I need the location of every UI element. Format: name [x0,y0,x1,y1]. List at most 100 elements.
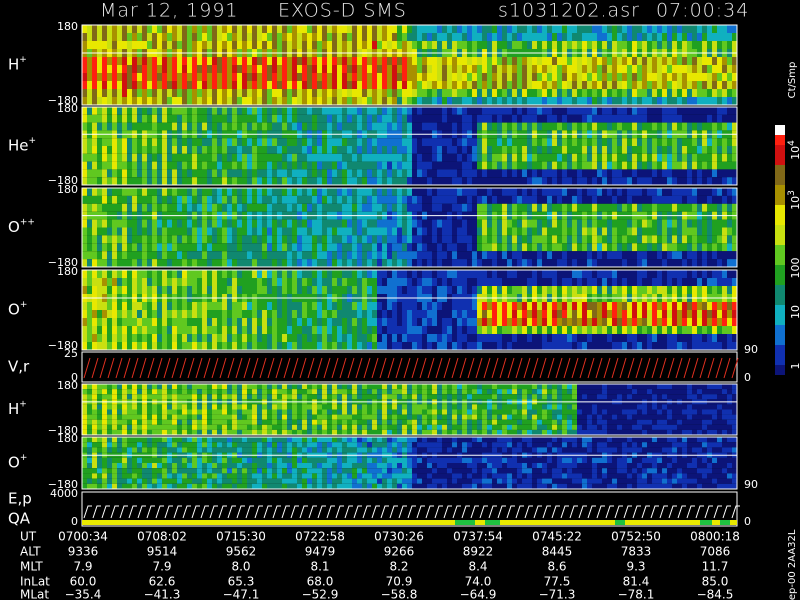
spectrogram-cell [227,251,232,260]
spectrogram-cell [92,177,97,185]
spectrogram-cell [667,138,672,146]
spectrogram-cell [412,188,417,196]
spectrogram-cell [282,188,287,196]
spectrogram-cell [232,286,237,294]
spectrogram-cell [592,97,597,105]
spectrogram-cell [427,302,432,310]
spectrogram-cell [472,219,477,228]
spectrogram-cell [137,243,142,252]
spectrogram-cell [122,318,127,326]
spectrogram-cell [312,107,317,115]
spectrogram-cell [592,161,597,170]
spectrogram-cell [427,177,432,185]
spectrogram-cell [677,219,682,228]
spectrogram-cell [267,146,272,154]
spectrogram-cell [327,122,332,131]
spectrogram-cell [152,259,157,267]
spectrogram-cell [577,259,582,267]
spectrogram-cell [632,65,637,73]
spectrogram-cell [442,302,447,310]
spectrogram-cell [682,161,687,170]
spectrogram-cell [382,73,387,81]
spectrogram-cell [352,342,357,350]
spectrogram-cell [417,243,422,252]
spectrogram-cell [312,302,317,310]
spectrogram-cell [567,286,572,294]
spectrogram-cell [387,107,392,115]
spectrogram-cell [667,107,672,115]
spectrogram-cell [552,251,557,260]
spectrogram-cell [102,57,107,65]
spectrogram-cell [82,219,87,228]
spectrogram-cell [377,177,382,185]
spectrogram-cell [357,203,362,212]
spectrogram-cell [132,153,137,162]
spectrogram-cell [647,33,652,41]
spectrogram-cell [87,235,92,244]
spectrogram-cell [182,107,187,115]
spectrogram-cell [462,65,467,73]
spectrogram-cell [397,89,402,97]
spectrogram-cell [452,219,457,228]
spectrogram-cell [237,122,242,131]
spectrogram-cell [332,326,337,334]
spectrogram-cell [367,219,372,228]
spectrogram-cell [722,65,727,73]
spectrogram-cell [702,235,707,244]
spectrogram-cell [332,177,337,185]
spectrogram-cell [677,73,682,81]
spectrogram-cell [697,25,702,33]
spectrogram-cell [527,65,532,73]
spectrogram-cell [312,334,317,342]
spectrogram-cell [542,318,547,326]
spectrogram-cell [267,25,272,33]
spectrogram-cell [192,334,197,342]
spectrogram-cell [137,41,142,49]
spectrogram-cell [682,122,687,131]
spectrogram-cell [252,153,257,162]
spectrogram-cell [307,195,312,204]
spectrogram-cell [282,243,287,252]
spectrogram-cell [492,73,497,81]
spectrogram-cell [672,122,677,131]
spectrogram-cell [157,278,162,286]
spectrogram-cell [397,57,402,65]
spectrogram-cell [617,203,622,212]
spectrogram-cell [362,270,367,278]
spectrogram-cell [172,122,177,131]
spectrogram-cell [352,219,357,228]
spectrogram-cell [587,33,592,41]
spectrogram-cell [587,286,592,294]
spectrogram-cell [717,25,722,33]
spectrogram-cell [212,65,217,73]
spectrogram-cell [342,114,347,123]
spectrogram-cell [487,302,492,310]
spectrogram-cell [217,169,222,178]
spectrogram-cell [572,161,577,170]
spectrogram-cell [592,41,597,49]
spectrogram-cell [267,302,272,310]
spectrogram-cell [82,41,87,49]
spectrogram-cell [542,278,547,286]
spectrogram-cell [462,97,467,105]
spectrogram-cell [267,97,272,105]
spectrogram-cell [227,138,232,146]
spectrogram-cell [362,73,367,81]
spectrogram-cell [542,310,547,318]
spectrogram-cell [227,286,232,294]
spectrogram-cell [477,177,482,185]
spectrogram-cell [672,195,677,204]
spectrogram-cell [417,169,422,178]
spectrogram-cell [607,97,612,105]
spectrogram-cell [622,169,627,178]
spectrogram-cell [187,33,192,41]
spectrogram-cell [122,251,127,260]
spectrogram-cell [147,219,152,228]
spectrogram-cell [312,286,317,294]
spectrogram-cell [652,89,657,97]
spectrogram-cell [117,188,122,196]
spectrogram-cell [617,235,622,244]
spectrogram-cell [317,342,322,350]
spectrogram-cell [197,73,202,81]
spectrogram-cell [127,25,132,33]
